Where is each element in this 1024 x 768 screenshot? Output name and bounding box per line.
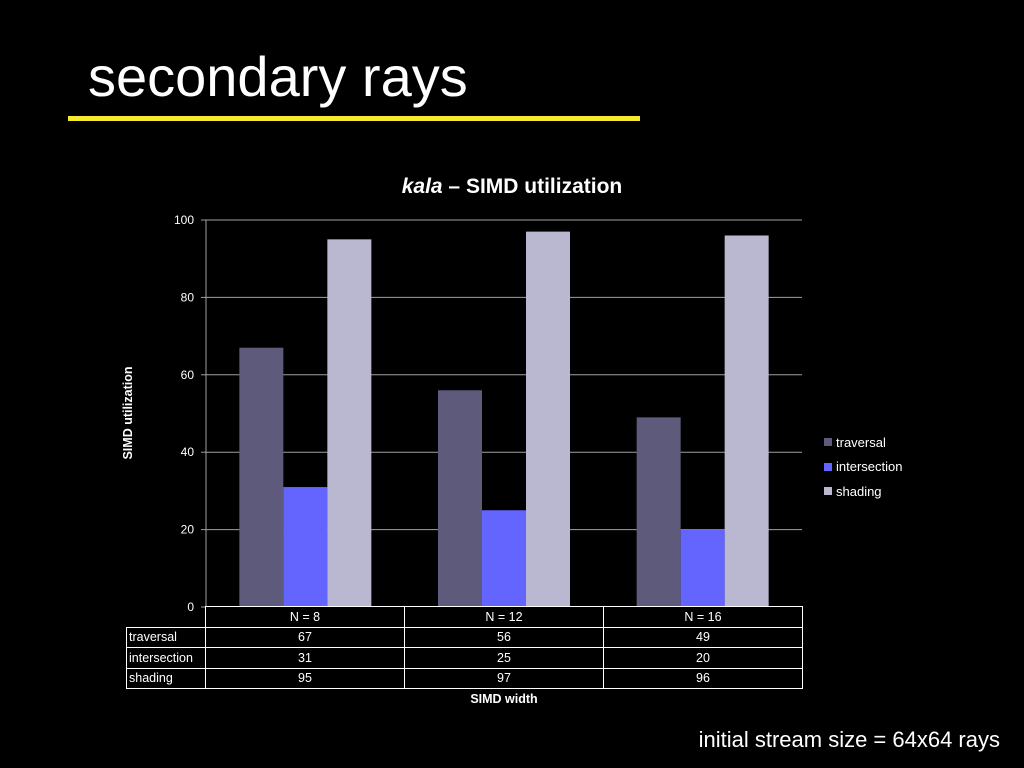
- data-label: 96: [603, 667, 803, 689]
- legend-label: traversal: [836, 434, 886, 450]
- chart-title: kala – SIMD utilization: [0, 175, 1024, 199]
- legend: traversal intersection shading: [824, 430, 902, 504]
- table-row: traversal 67 56 49: [126, 626, 803, 648]
- legend-swatch: [824, 438, 832, 447]
- table-row-label: traversal: [126, 626, 206, 648]
- chart-title-text: – SIMD utilization: [442, 175, 623, 198]
- data-label: 20: [603, 647, 803, 669]
- bars: [239, 231, 769, 608]
- y-tick-label: 100: [174, 213, 194, 227]
- legend-item: traversal: [824, 430, 902, 455]
- category-label: N = 8: [205, 606, 405, 628]
- bar-traversal: [636, 417, 681, 607]
- y-tick-label: 80: [181, 290, 195, 304]
- legend-item: shading: [824, 479, 902, 504]
- bar-shading: [327, 239, 372, 607]
- grid-lines: [206, 219, 802, 531]
- legend-swatch: [824, 462, 832, 471]
- category-label: N = 16: [603, 606, 803, 628]
- data-label: 95: [205, 667, 405, 689]
- legend-item: intersection: [824, 455, 902, 480]
- table-row-label: intersection: [126, 647, 206, 669]
- data-label: 97: [404, 667, 604, 689]
- data-label: 56: [404, 626, 604, 648]
- bar-traversal: [438, 390, 482, 607]
- y-tick-label: 60: [181, 368, 195, 382]
- bar-intersection: [283, 487, 328, 607]
- footnote: initial stream size = 64x64 rays: [698, 727, 1000, 752]
- y-tick-label: 20: [181, 523, 195, 537]
- bar-shading: [724, 235, 769, 608]
- legend-label: intersection: [836, 459, 903, 475]
- data-label: 67: [205, 626, 405, 648]
- y-tick-label: 40: [181, 445, 195, 459]
- table-row: intersection 31 25 20: [126, 647, 803, 669]
- table-row: shading 95 97 96: [126, 667, 803, 689]
- slide-title: secondary rays: [88, 45, 468, 108]
- data-label: 49: [603, 626, 803, 648]
- bar-intersection: [680, 529, 725, 607]
- chart-title-emphasis: kala: [401, 175, 443, 198]
- title-underline: [68, 116, 640, 121]
- x-axis-label: SIMD width: [470, 692, 538, 706]
- legend-swatch: [824, 487, 832, 496]
- bar-intersection: [482, 510, 526, 607]
- table-corner: [126, 606, 206, 628]
- y-axis-label: SIMD utilization: [121, 366, 135, 460]
- data-label: 31: [205, 647, 405, 669]
- bar-traversal: [239, 347, 284, 607]
- bar-shading: [526, 231, 570, 608]
- category-label: N = 12: [404, 606, 604, 628]
- legend-label: shading: [836, 483, 882, 499]
- data-label: 25: [404, 647, 604, 669]
- table-row-label: shading: [126, 667, 206, 689]
